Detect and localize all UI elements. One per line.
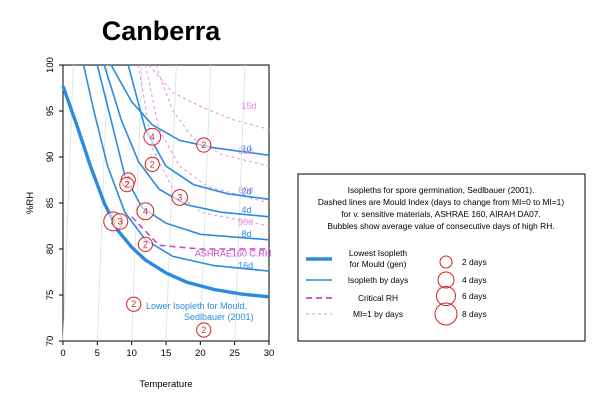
y-tick-label-95: 95 xyxy=(45,106,56,117)
legend-bubble-6-label: 6 days xyxy=(462,291,487,301)
chart-title: Canberra xyxy=(102,16,222,46)
legend-bubble-6 xyxy=(436,286,456,306)
legend-bubble-2-label: 2 days xyxy=(462,257,487,267)
legend-header-line3: for v. sensitive materials, ASHRAE 160, … xyxy=(341,209,541,219)
legend-header-line2: Dashed lines are Mould Index (days to ch… xyxy=(318,197,564,207)
y-tick-label-90: 90 xyxy=(45,152,56,163)
isopleth-line-1d xyxy=(110,64,270,156)
mi-label-60d: 60d xyxy=(238,185,253,195)
background-line-4 xyxy=(199,64,212,342)
x-axis: 0 5 10 15 20 25 30 xyxy=(60,341,274,359)
legend-bubble-2 xyxy=(439,255,453,269)
legend-bubble-8 xyxy=(434,302,458,326)
isopleth-line-2d xyxy=(127,64,270,201)
legend-label-critical: Critical RH xyxy=(358,293,398,303)
bubble-11 xyxy=(196,322,212,338)
bubble-label-0: 2 xyxy=(201,140,206,150)
legend-label-mi: MI=1 by days xyxy=(353,309,403,319)
legend-label-lowest-line2: for Mould (gen) xyxy=(350,259,407,269)
legend-header-line4: Bubbles show average value of consecutiv… xyxy=(327,221,554,231)
bubble-label-9: 2 xyxy=(143,239,148,249)
y-tick-label-85: 85 xyxy=(45,198,56,209)
x-tick-label-10: 10 xyxy=(126,348,137,359)
bubble-9 xyxy=(137,236,154,253)
x-tick-label-5: 5 xyxy=(95,348,100,359)
critical-rh-path xyxy=(131,216,269,250)
bubbles: 242223433222 xyxy=(103,127,212,338)
y-tick-label-80: 80 xyxy=(45,244,56,255)
x-tick-label-25: 25 xyxy=(229,348,240,359)
legend: Isopleths for spore germination, Sedlbau… xyxy=(297,173,586,342)
mi-line-30d xyxy=(155,64,270,167)
legend-header-line1: Isopleths for spore germination, Sedlbau… xyxy=(348,185,535,195)
legend-bubble-8-label: 8 days xyxy=(462,309,487,319)
lowest-isopleth-line xyxy=(61,85,270,299)
legend-bubble-4-label: 4 days xyxy=(462,275,487,285)
bubble-label-10: 2 xyxy=(131,299,136,309)
y-axis: 70 75 80 85 90 95 100 xyxy=(45,57,63,346)
bubble-10 xyxy=(126,296,142,312)
bubble-label-4: 2 xyxy=(124,180,129,190)
mi-label-15d: 15d xyxy=(242,101,257,111)
mi-line-15d xyxy=(148,64,270,130)
bubble-label-6: 4 xyxy=(143,206,148,216)
bubble-label-11: 2 xyxy=(201,325,206,335)
isopleth-line-4d xyxy=(103,64,270,218)
x-tick-label-0: 0 xyxy=(60,348,65,359)
critical-rh-label: ASHRAE160 C.RH xyxy=(195,248,272,258)
isopleth-label-16d: 16d xyxy=(238,260,253,270)
mi-label-30d: 30d xyxy=(238,146,253,156)
legend-label-isopleth: Isopleth by days xyxy=(348,275,409,285)
bubble-5 xyxy=(171,189,189,206)
bubble-label-8: 3 xyxy=(117,216,122,226)
lowest-isopleth-path xyxy=(61,85,270,299)
bubble-4 xyxy=(119,176,135,193)
lowest-isopleth-label-line2: Sedlbauer (2001) xyxy=(184,312,254,322)
x-axis-label: Temperature xyxy=(139,379,192,390)
bubble-label-1: 4 xyxy=(150,132,155,142)
y-tick-label-100: 100 xyxy=(45,57,56,73)
bubble-6 xyxy=(136,202,155,221)
isopleth-label-1d: 1d xyxy=(242,143,252,153)
bubble-label-2: 2 xyxy=(150,159,155,169)
lowest-isopleth-label-line1: Lower Isopleth for Mould, xyxy=(146,301,247,311)
x-tick-label-15: 15 xyxy=(161,348,172,359)
y-axis-label: %RH xyxy=(25,192,36,214)
x-tick-label-30: 30 xyxy=(264,348,275,359)
legend-label-lowest-line1: Lowest Isopleth xyxy=(349,248,408,258)
isopleth-label-2d: 2d xyxy=(242,187,252,197)
y-tick-label-75: 75 xyxy=(45,290,56,301)
bubble-2 xyxy=(144,156,160,172)
critical-rh-line xyxy=(131,216,269,250)
x-tick-label-20: 20 xyxy=(195,348,206,359)
y-tick-label-70: 70 xyxy=(45,336,56,347)
background-line-5 xyxy=(234,64,246,342)
isopleth-label-8d: 8d xyxy=(242,229,252,239)
isopleth-label-4d: 4d xyxy=(242,205,252,215)
curve-labels: 15d 30d 60d 90d ASHRAE160 C.RH 1d 2d 4d 8d 16d xyxy=(195,101,272,270)
bubble-1 xyxy=(143,127,162,146)
background-line-3 xyxy=(165,64,177,342)
plot-frame xyxy=(62,64,270,342)
isopleth-line-16d xyxy=(82,64,270,272)
mi-label-90d: 90d xyxy=(238,217,253,227)
bubble-8 xyxy=(111,213,129,230)
bubble-0 xyxy=(196,137,212,153)
bubble-label-5: 3 xyxy=(177,192,182,202)
legend-bubble-4 xyxy=(437,271,455,289)
mi-line-60d xyxy=(144,64,270,204)
